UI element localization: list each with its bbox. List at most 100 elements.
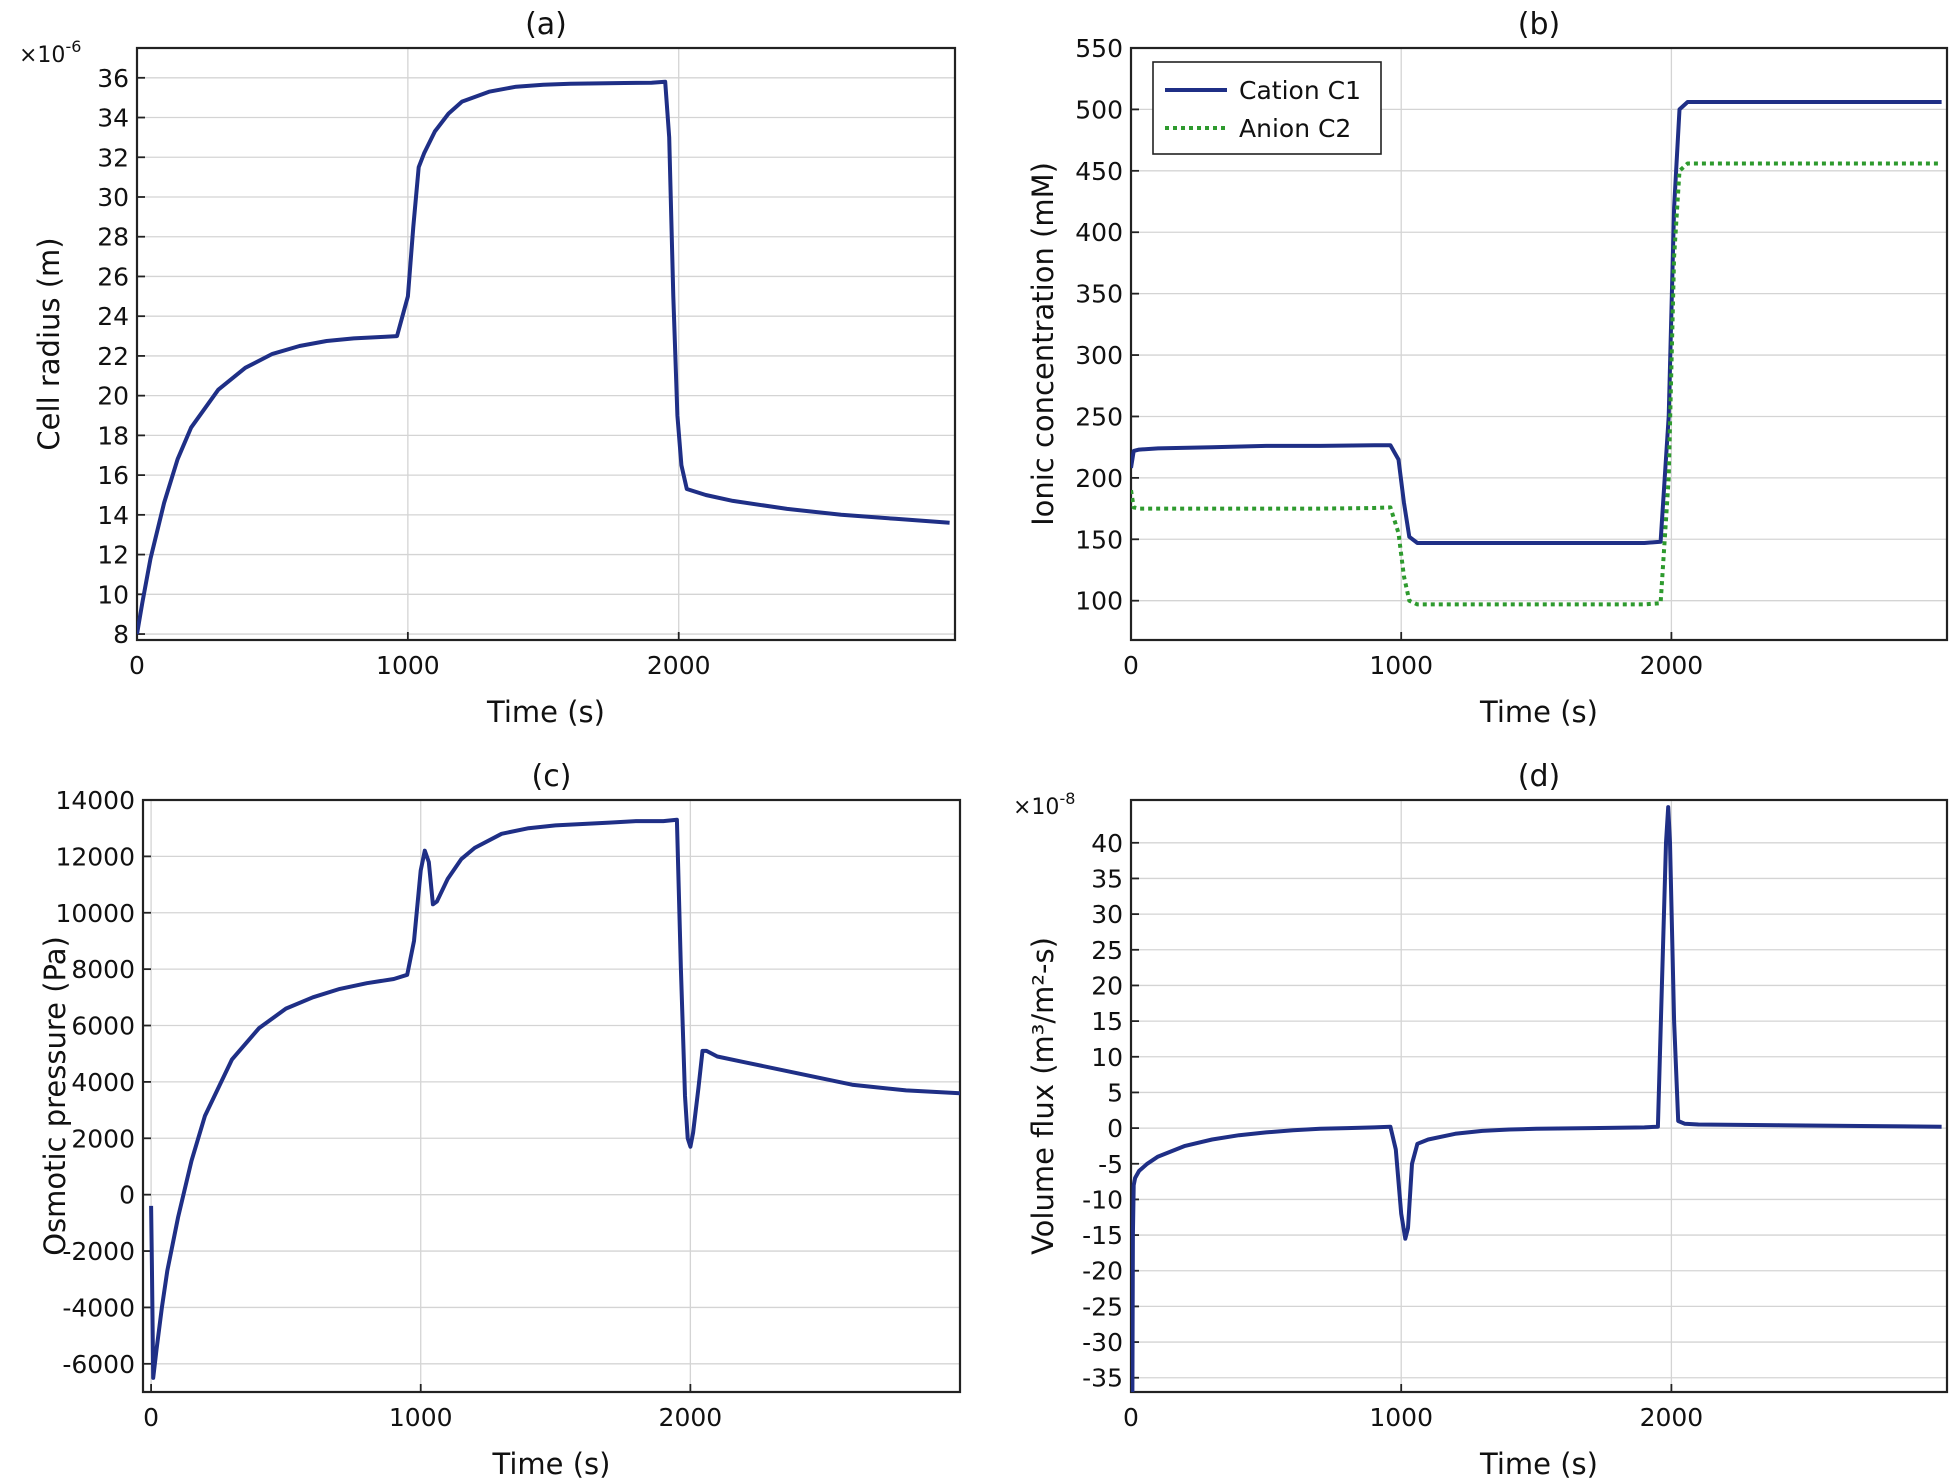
panel-d: (d) 0 1000 2000 -35 -30 -25 -20 -15 -10 -5 0 5 10 15 20… xyxy=(1013,759,1949,1481)
chart-d-y-tick-label: 0 xyxy=(1107,1114,1123,1143)
chart-b-legend: Cation C1 Anion C2 xyxy=(1152,61,1382,155)
chart-c-y-tick-label: 0 xyxy=(119,1181,135,1210)
chart-b-legend-label: Anion C2 xyxy=(1239,114,1351,143)
chart-d-y-tick-label: 30 xyxy=(1091,900,1123,929)
chart-a-x-axis-label: Time (s) xyxy=(486,695,605,729)
chart-c-y-tick-label: 6000 xyxy=(71,1012,135,1041)
chart-a-y-axis-label: Cell radius (m) xyxy=(32,237,66,450)
chart-b-plot-frame xyxy=(1129,46,1949,642)
chart-a-y-tick-label: 12 xyxy=(97,541,129,570)
chart-c-y-tick-label: 14000 xyxy=(55,786,135,815)
chart-d-plot-frame xyxy=(1129,798,1949,1394)
chart-d-y-tick-label: 35 xyxy=(1091,864,1123,893)
chart-c-x-tick-label: 1000 xyxy=(389,1403,453,1432)
chart-c-y-tick-label: 2000 xyxy=(71,1124,135,1153)
chart-a-y-tick-label: 30 xyxy=(97,183,129,212)
chart-c-y-tick-label: -6000 xyxy=(62,1350,135,1379)
chart-d-scale-factor: ×10-8 xyxy=(1013,789,1075,820)
chart-b-x-tick-label: 2000 xyxy=(1640,651,1704,680)
chart-c-x-axis-label: Time (s) xyxy=(492,1447,611,1481)
chart-b-y-tick-label: 150 xyxy=(1075,525,1123,554)
panel-c: (c) 0 1000 2000 -6000 -4000 -2000 0 2000 4000 6000… xyxy=(38,759,962,1481)
chart-c-y-tick-label: 4000 xyxy=(71,1068,135,1097)
chart-a-y-tick-label: 8 xyxy=(113,620,129,649)
chart-a-y-tick-label: 10 xyxy=(97,580,129,609)
chart-a-y-tick-label: 18 xyxy=(97,421,129,450)
chart-d-x-tick-label: 1000 xyxy=(1369,1403,1433,1432)
chart-b-series-cation-c1 xyxy=(1131,100,1942,545)
chart-b-y-tick-label: 500 xyxy=(1075,95,1123,124)
chart-c-y-axis-label: Osmotic pressure (Pa) xyxy=(38,936,72,1256)
chart-b-legend-label: Cation C1 xyxy=(1239,76,1361,105)
chart-a-scale-exponent: -6 xyxy=(65,37,81,56)
chart-b-x-tick-label: 0 xyxy=(1123,651,1139,680)
chart-b-series-anion-c2 xyxy=(1131,161,1942,607)
chart-d-y-tick-label: -20 xyxy=(1082,1257,1123,1286)
chart-a-y-tick-label: 34 xyxy=(97,104,129,133)
chart-b-y-tick-label: 400 xyxy=(1075,218,1123,247)
chart-c-title: (c) xyxy=(532,759,572,794)
chart-b-y-tick-label: 200 xyxy=(1075,464,1123,493)
chart-b-y-tick-label: 250 xyxy=(1075,402,1123,431)
chart-d-x-tick-label: 2000 xyxy=(1640,1403,1704,1432)
chart-b-y-tick-label: 450 xyxy=(1075,157,1123,186)
chart-b-x-axis-label: Time (s) xyxy=(1479,695,1598,729)
chart-d-title: (d) xyxy=(1518,759,1560,794)
chart-a-y-tick-label: 36 xyxy=(97,64,129,93)
chart-d-y-tick-label: -10 xyxy=(1082,1185,1123,1214)
chart-b-title: (b) xyxy=(1518,7,1560,42)
chart-d-x-axis-label: Time (s) xyxy=(1479,1447,1598,1481)
chart-d-y-tick-label: 10 xyxy=(1091,1043,1123,1072)
chart-c-y-tick-label: 8000 xyxy=(71,955,135,984)
chart-b-y-tick-label: 300 xyxy=(1075,341,1123,370)
chart-d-y-axis-label: Volume flux (m³/m²-s) xyxy=(1026,937,1060,1255)
chart-b-y-axis-label: Ionic concentration (mM) xyxy=(1026,162,1060,526)
chart-a-y-tick-label: 14 xyxy=(97,501,129,530)
chart-a-y-tick-label: 24 xyxy=(97,302,129,331)
chart-a-scale-base: ×10 xyxy=(19,43,65,68)
chart-b-y-tick-label: 100 xyxy=(1075,587,1123,616)
chart-b-x-tick-label: 1000 xyxy=(1369,651,1433,680)
chart-d-y-tick-label: 15 xyxy=(1091,1007,1123,1036)
chart-c-series-osmotic-pressure xyxy=(149,817,960,1380)
chart-d-x-tick-label: 0 xyxy=(1123,1403,1139,1432)
chart-c-x-tick-label: 0 xyxy=(143,1403,159,1432)
chart-a-y-tick-label: 32 xyxy=(97,143,129,172)
chart-d-y-tick-label: 20 xyxy=(1091,971,1123,1000)
chart-d-y-tick-label: 25 xyxy=(1091,936,1123,965)
chart-d-series-volume-flux xyxy=(1131,805,1942,1392)
chart-a-x-tick-label: 1000 xyxy=(376,651,440,680)
chart-a-scale-factor: ×10-6 xyxy=(19,37,81,68)
chart-c-x-tick-label: 2000 xyxy=(659,1403,723,1432)
chart-a-title: (a) xyxy=(525,7,567,42)
chart-c-y-tick-label: 12000 xyxy=(55,842,135,871)
chart-d-y-tick-label: -5 xyxy=(1098,1150,1123,1179)
chart-d-y-tick-label: -30 xyxy=(1082,1328,1123,1357)
chart-d-y-tick-label: -15 xyxy=(1082,1221,1123,1250)
chart-c-y-tick-label: -4000 xyxy=(62,1293,135,1322)
chart-a-y-tick-label: 28 xyxy=(97,223,129,252)
chart-d-scale-base: ×10 xyxy=(1013,795,1059,820)
chart-a-y-tick-label: 16 xyxy=(97,461,129,490)
chart-c-plot-frame xyxy=(141,798,962,1394)
chart-a-y-tick-label: 26 xyxy=(97,262,129,291)
chart-d-y-tick-label: -35 xyxy=(1082,1364,1123,1393)
chart-d-y-tick-label: -25 xyxy=(1082,1292,1123,1321)
chart-a-plot-frame xyxy=(135,46,957,642)
chart-d-y-tick-label: 40 xyxy=(1091,829,1123,858)
chart-c-y-tick-label: 10000 xyxy=(55,899,135,928)
chart-d-y-tick-label: 5 xyxy=(1107,1078,1123,1107)
chart-a-x-tick-label: 2000 xyxy=(647,651,711,680)
chart-b-y-tick-label: 550 xyxy=(1075,34,1123,63)
chart-a-y-tick-label: 22 xyxy=(97,342,129,371)
chart-b-legend-box xyxy=(1152,61,1382,155)
chart-a-y-tick-label: 20 xyxy=(97,382,129,411)
chart-a-x-tick-label: 0 xyxy=(129,651,145,680)
panel-a: (a) 0 1000 2000 8 10 12 14 16 18 20 22 24 26 28 30 32 34 3… xyxy=(19,7,957,729)
chart-d-scale-exponent: -8 xyxy=(1059,789,1075,808)
chart-a-series-cell-radius xyxy=(137,79,950,635)
panel-b: (b) 0 1000 2000 100 150 200 250 300 350 400 450 500 5… xyxy=(1026,7,1949,729)
chart-b-y-tick-label: 350 xyxy=(1075,280,1123,309)
chart-c-y-tick-label: -2000 xyxy=(62,1237,135,1266)
